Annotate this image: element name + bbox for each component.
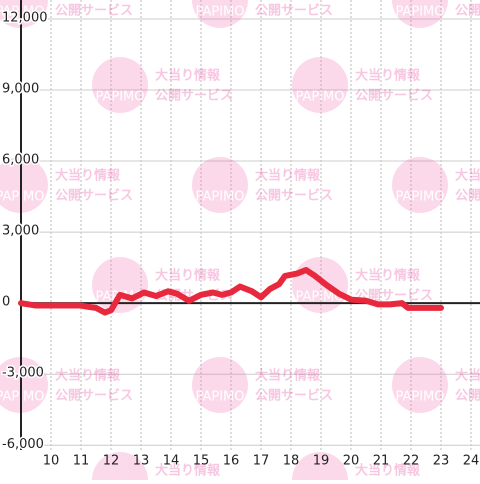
watermark-logo-text: PAPIMO [395, 390, 444, 405]
watermark-logo [192, 0, 248, 28]
watermark-text: 大当り情報 [155, 68, 221, 84]
x-tick-label: 21 [373, 454, 390, 469]
watermark-text: 大当り情報 [155, 463, 221, 479]
x-tick-label: 24 [463, 454, 480, 469]
watermark-text: 公開サービス [355, 88, 433, 104]
watermark-text: 公開サービス [455, 188, 480, 204]
y-tick-label: 12,000 [2, 10, 48, 25]
x-tick-label: 17 [253, 454, 270, 469]
watermark-text: 大当り情報 [355, 268, 421, 284]
x-tick-label: 13 [133, 454, 150, 469]
watermark-logo-text: PAPIMO [395, 5, 444, 20]
watermark-logo [0, 157, 48, 213]
y-tick-label: 0 [2, 295, 10, 310]
watermark-logo-text: PAPIMO [0, 390, 45, 405]
watermark-text: 公開サービス [255, 388, 333, 404]
watermark-text: 大当り情報 [455, 368, 480, 384]
watermark-logo [292, 257, 348, 313]
x-tick-label: 18 [283, 454, 300, 469]
x-tick-label: 15 [193, 454, 210, 469]
watermark-logo-text: PAPIMO [95, 90, 144, 105]
watermark-text: 公開サービス [55, 3, 133, 19]
watermark-logo-text: PAPIMO [195, 390, 244, 405]
watermark-text: 公開サービス [55, 188, 133, 204]
watermark-logo [92, 257, 148, 313]
watermark-logo-text: PAPIMO [195, 5, 244, 20]
watermark-text: 公開サービス [55, 388, 133, 404]
x-tick-label: 22 [403, 454, 420, 469]
watermark-text: 大当り情報 [55, 368, 121, 384]
watermark-logo [192, 357, 248, 413]
watermark-logo [392, 357, 448, 413]
watermark-logo [92, 57, 148, 113]
watermark-text: 大当り情報 [355, 463, 421, 479]
watermark-text: 大当り情報 [55, 168, 121, 184]
watermark-logo [292, 452, 348, 484]
data-line [18, 267, 444, 316]
x-tick-label: 23 [433, 454, 450, 469]
watermark-logo [0, 0, 48, 28]
x-tick-label: 20 [343, 454, 360, 469]
watermark-logo-text: PAPIMO [0, 5, 45, 20]
watermark-text: 公開サービス [355, 288, 433, 304]
watermark-logo [0, 357, 48, 413]
watermark-logo-text: PAPIMO [295, 90, 344, 105]
watermark-logo-text: PAPIMO [295, 290, 344, 305]
watermark-logo [292, 57, 348, 113]
y-tick-label: 6,000 [2, 153, 39, 168]
watermark-text: 大当り情報 [155, 268, 221, 284]
x-tick-label: 19 [313, 454, 330, 469]
watermark-text: 公開サービス [455, 3, 480, 19]
y-tick-label: -3,000 [2, 366, 44, 381]
watermark-text: 大当り情報 [255, 168, 321, 184]
x-tick-label: 11 [73, 454, 90, 469]
watermark-text: 公開サービス [255, 3, 333, 19]
watermark-logo [192, 157, 248, 213]
watermark-logo [92, 452, 148, 484]
watermark-text: 大当り情報 [255, 368, 321, 384]
y-tick-label: 3,000 [2, 224, 39, 239]
y-tick-label: -6,000 [2, 437, 44, 452]
watermark-logo [392, 157, 448, 213]
x-tick-label: 16 [223, 454, 240, 469]
watermark-logo [392, 0, 448, 28]
x-tick-label: 14 [163, 454, 180, 469]
watermark-logo-text: PAPIMO [195, 190, 244, 205]
watermark-text: 大当り情報 [355, 68, 421, 84]
watermark-text: 公開サービス [255, 188, 333, 204]
x-tick-label: 12 [103, 454, 120, 469]
watermark-logo-text: PAPIMO [0, 190, 45, 205]
watermark-logo-text: PAPIMO [395, 190, 444, 205]
watermark-text: 公開サービス [155, 88, 233, 104]
watermark-text: 大当り情報 [455, 168, 480, 184]
x-tick-label: 10 [43, 454, 60, 469]
y-tick-label: 9,000 [2, 82, 39, 97]
watermark-text: 公開サービス [455, 388, 480, 404]
